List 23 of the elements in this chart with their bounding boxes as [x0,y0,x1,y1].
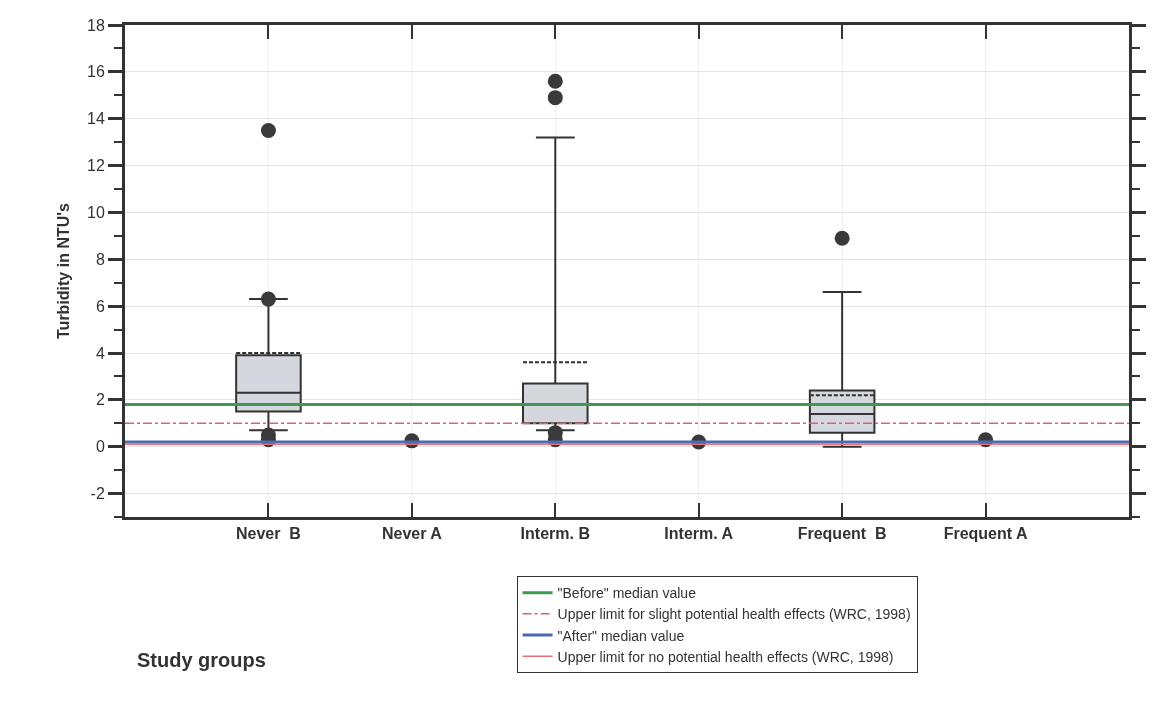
x-tick-label: Interm. B [520,525,590,543]
y-tick-label: -2 [90,485,105,503]
legend-label: Upper limit for slight potential health effects (WRC, 1998) [557,606,911,623]
y-tick-label: 14 [87,110,105,128]
y-tick-label: 10 [87,204,105,222]
y-tick-label: 12 [87,157,105,175]
legend-label: "After" median value [557,627,685,644]
legend-label: "Before" median value [557,585,697,602]
y-tick-label: 16 [87,63,105,81]
x-tick-label: Interm. A [664,525,734,543]
text: Study groups [137,649,266,671]
y-axis-title: Turbidity in NTU's [54,202,72,339]
y-tick-label: 0 [95,438,105,456]
x-tick-label: Frequent B [797,525,887,543]
x-tick-label: Frequent A [943,525,1028,543]
y-tick-label: 6 [95,297,105,315]
x-tick-label: Never A [381,525,443,543]
y-tick-label: 18 [87,16,105,34]
x-tick-label: Never B [235,525,301,543]
y-tick-label: 2 [95,391,105,409]
y-tick-label: 4 [95,344,105,362]
y-tick-label: 8 [95,250,105,268]
legend-label: Upper limit for no potential health effects (WRC, 1998) [557,648,894,665]
